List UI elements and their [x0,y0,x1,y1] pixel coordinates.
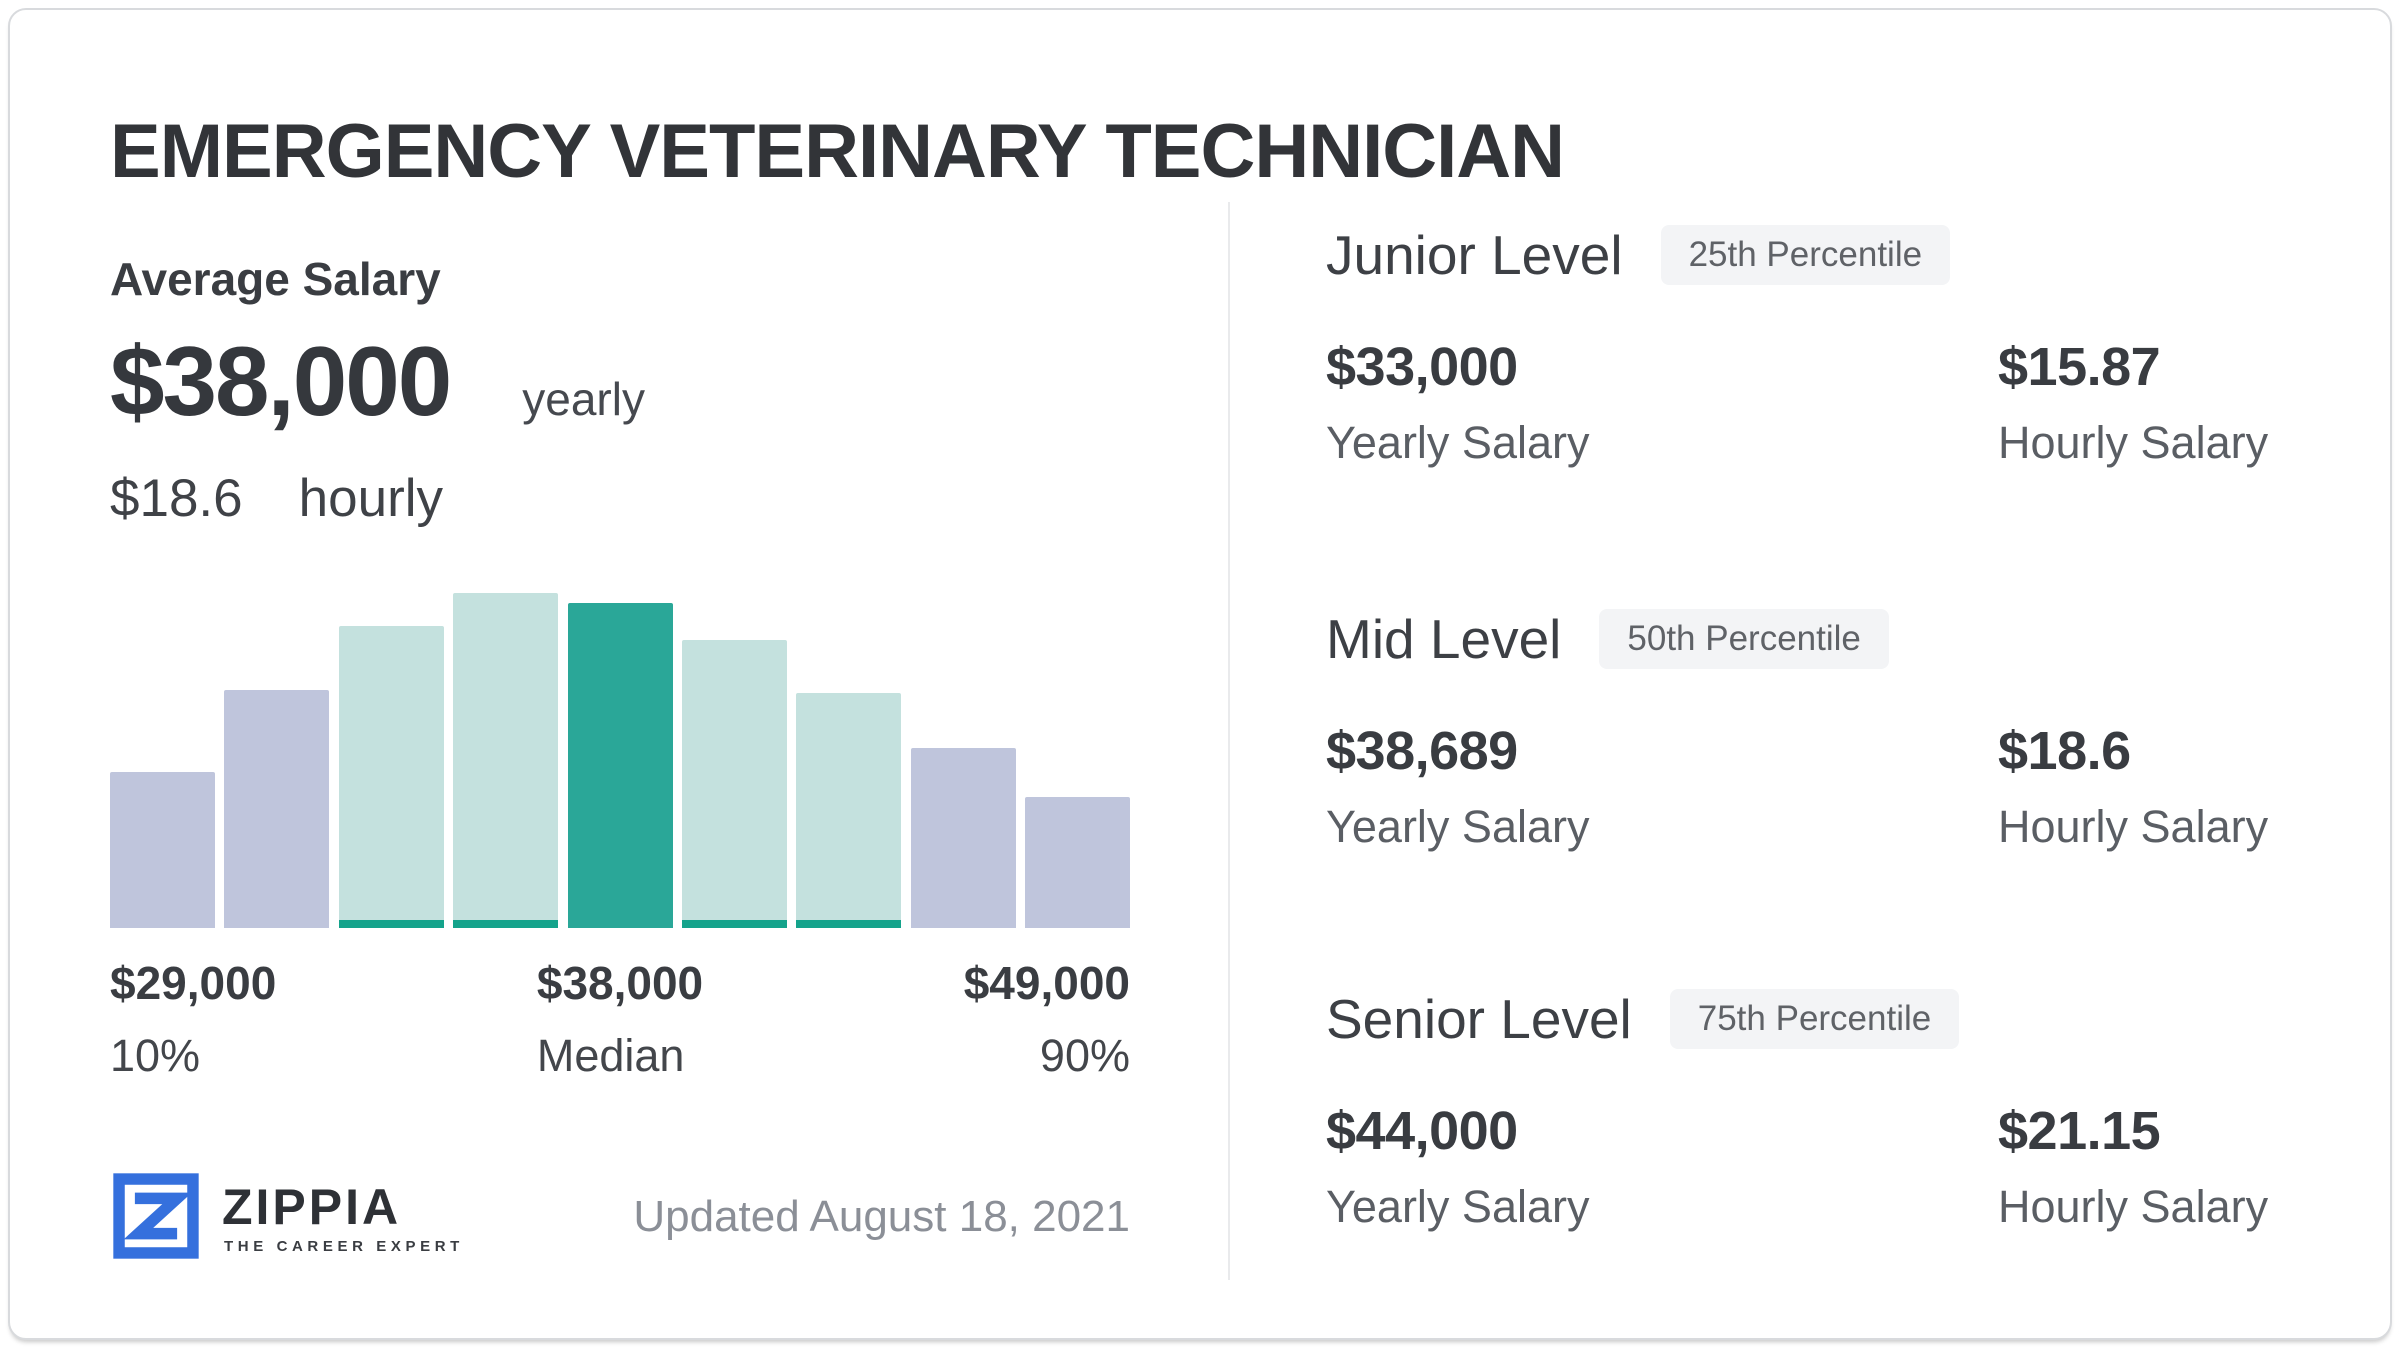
average-salary-heading: Average Salary [110,253,441,305]
bar-3 [338,626,444,928]
brand-name: ZIPPIA [222,1179,402,1235]
chart-label-sub: 90% [1039,1029,1130,1081]
chart-label-sub: 10% [110,1029,201,1081]
chart-label-value: $49,000 [963,957,1130,1009]
percentile-levels-section: Junior Level 25th Percentile $33,000 Yea… [1326,10,2276,1350]
hourly-pay-column: $18.6 Hourly Salary [1998,720,2268,852]
bar-2 [224,690,330,928]
level-name: Senior Level [1326,988,1632,1050]
hourly-value: $18.6 [1998,721,2131,781]
vertical-divider [1228,202,1230,1280]
chart-label-10th-percentile: $29,000 10% [110,958,276,1080]
bar-5 [567,603,673,928]
yearly-label: Yearly Salary [1326,801,1590,852]
yearly-value: $38,689 [1326,721,1518,781]
average-yearly-unit: yearly [522,373,645,425]
hourly-label: Hourly Salary [1998,1181,2269,1232]
yearly-label: Yearly Salary [1326,417,1590,468]
bar-6 [681,639,787,929]
salary-distribution-bars [110,593,1130,929]
level-header: Mid Level 50th Percentile [1326,606,1889,672]
average-salary-section: Average Salary $38,000 yearly $18.6 hour… [110,10,1130,1350]
hourly-pay-column: $21.15 Hourly Salary [1998,1100,2268,1232]
level-name: Junior Level [1326,224,1623,286]
level-header: Junior Level 25th Percentile [1326,222,1951,288]
bar-7 [796,693,902,928]
yearly-pay-column: $33,000 Yearly Salary [1326,336,1589,468]
chart-label-median: $38,000 Median [537,958,703,1080]
hourly-pay-column: $15.87 Hourly Salary [1998,336,2268,468]
level-header: Senior Level 75th Percentile [1326,986,1960,1052]
yearly-pay-column: $38,689 Yearly Salary [1326,720,1589,852]
average-hourly-row: $18.6 hourly [110,468,443,529]
average-yearly-value: $38,000 [110,326,452,436]
level-block-mid: Mid Level 50th Percentile $38,689 Yearly… [1326,606,2276,906]
yearly-label: Yearly Salary [1326,1181,1590,1232]
yearly-pay-column: $44,000 Yearly Salary [1326,1100,1589,1232]
bar-9 [1025,797,1130,928]
chart-label-90th-percentile: $49,000 90% [964,958,1130,1080]
yearly-value: $33,000 [1326,337,1518,397]
hourly-value: $15.87 [1998,337,2161,397]
brand-tagline: THE CAREER EXPERT [224,1238,464,1255]
updated-date: Updated August 18, 2021 [633,1192,1130,1241]
bar-1 [110,771,215,928]
percentile-badge: 25th Percentile [1660,224,1951,286]
average-hourly-value: $18.6 [110,469,243,528]
chart-labels: $29,000 10% $38,000 Median $49,000 90% [110,958,1130,1088]
percentile-badge: 75th Percentile [1669,988,1960,1050]
level-name: Mid Level [1326,608,1562,670]
bar-8 [910,748,1016,928]
average-yearly-row: $38,000 yearly [110,332,645,430]
zippia-logo-icon [113,1173,199,1259]
chart-label-value: $29,000 [110,957,277,1009]
level-block-senior: Senior Level 75th Percentile $44,000 Yea… [1326,986,2276,1286]
chart-label-sub: Median [536,1029,685,1081]
hourly-label: Hourly Salary [1998,801,2269,852]
yearly-value: $44,000 [1326,1101,1518,1161]
page-title: EMERGENCY VETERINARY TECHNICIAN [110,109,1565,194]
bar-4 [453,593,559,928]
hourly-label: Hourly Salary [1998,417,2269,468]
hourly-value: $21.15 [1998,1101,2161,1161]
level-block-junior: Junior Level 25th Percentile $33,000 Yea… [1326,222,2276,522]
chart-label-value: $38,000 [536,957,704,1009]
card-background: EMERGENCY VETERINARY TECHNICIAN Average … [8,8,2392,1340]
average-hourly-unit: hourly [298,469,443,528]
percentile-badge: 50th Percentile [1599,608,1889,670]
